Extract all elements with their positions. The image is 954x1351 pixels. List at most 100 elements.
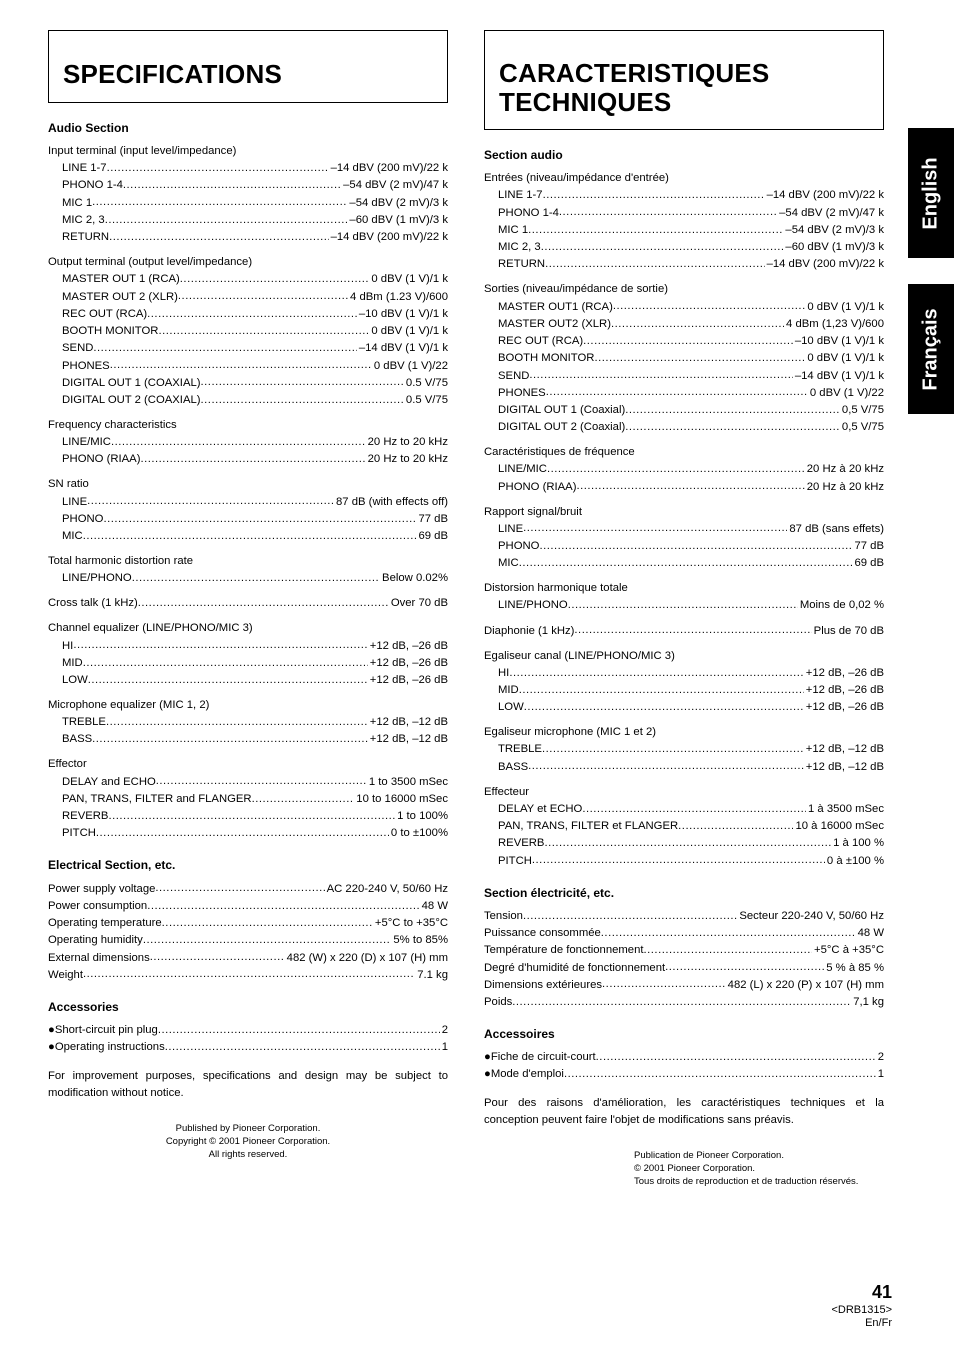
group-eff-right: Effecteur [484,784,884,801]
label: Operating humidity [48,932,143,949]
column-english: SPECIFICATIONS Audio Section Input termi… [48,30,448,1189]
label: MIC [498,555,519,572]
label: MASTER OUT2 (XLR) [498,316,611,333]
leader-dots [512,994,851,1005]
label: Puissance consommée [484,925,601,942]
spec-row: PHONES0 dBV (1 V)/22 [484,384,884,401]
language-tabs: English Français [908,128,954,440]
value: –60 dBV (1 mV)/3 k [783,239,884,256]
leader-dots [594,350,805,361]
value: 10 à 16000 mSec [793,818,884,835]
page-title-left: SPECIFICATIONS [63,59,433,90]
value: –54 dBV (2 mV)/47 k [341,177,448,194]
label: BOOTH MONITOR [62,323,158,340]
row-crosstalk-right: Diaphonie (1 kHz) Plus de 70 dB [484,622,884,639]
leader-dots [147,898,419,909]
value: 0.5 V/75 [404,375,448,392]
spec-row: DIGITAL OUT 2 (Coaxial)0,5 V/75 [484,419,884,436]
rows-freq-right: LINE/MIC20 Hz à 20 kHzPHONO (RIAA)20 Hz … [484,461,884,495]
value: –14 dBV (200 mV)/22 k [765,256,884,273]
label: PHONO 1-4 [62,177,123,194]
value: 87 dB (with effects off) [334,494,448,511]
label: BASS [62,731,92,748]
label: LINE 1-7 [62,160,107,177]
label: PHONES [62,358,110,375]
spec-row: TREBLE+12 dB, –12 dB [484,741,884,758]
leader-dots [547,461,805,472]
leader-dots [103,511,416,522]
value: 0 dBV (1 V)/1 k [805,350,884,367]
value: 0 dBV (1 V)/1 k [805,299,884,316]
value: 5 % à 85 % [824,960,884,977]
spec-row: LINE 1-7–14 dBV (200 mV)/22 k [484,187,884,204]
leader-dots [523,908,737,919]
spec-row: Power consumption48 W [48,898,448,915]
leader-dots [109,229,328,240]
spec-row: TREBLE+12 dB, –12 dB [48,714,448,731]
spec-row: RETURN–14 dBV (200 mV)/22 k [48,229,448,246]
value: –14 dBV (1 V)/1 k [793,368,884,385]
rows-output-left: MASTER OUT 1 (RCA)0 dBV (1 V)/1 kMASTER … [48,271,448,409]
page-title-right: CARACTERISTIQUES TECHNIQUES [499,59,869,117]
leader-dots [158,1022,440,1033]
leader-dots [611,316,784,327]
leader-dots [523,520,787,531]
spec-row: HI+12 dB, –26 dB [484,665,884,682]
value: 20 Hz à 20 kHz [805,461,884,478]
label: MIC [62,528,83,545]
spec-row: PHONO 1-4–54 dBV (2 mV)/47 k [484,204,884,221]
title-box-left: SPECIFICATIONS [48,30,448,103]
label: PAN, TRANS, FILTER and FLANGER [62,791,252,808]
spec-row: LOW+12 dB, –26 dB [48,672,448,689]
rows-miceq-left: TREBLE+12 dB, –12 dBBASS +12 dB, –12 dB [48,714,448,748]
rows-thd-right: LINE/PHONOMoins de 0,02 % [484,597,884,614]
label: MASTER OUT 2 (XLR) [62,289,178,306]
pub-line: All rights reserved. [148,1149,348,1162]
label: LINE/PHONO [62,570,132,587]
label: DIGITAL OUT 2 (COAXIAL) [62,392,201,409]
label: MIC 1 [498,222,528,239]
leader-dots [108,808,395,819]
value: –60 dBV (1 mV)/3 k [347,212,448,229]
leader-dots [583,333,793,344]
leader-dots [545,256,764,267]
value: –14 dBV (200 mV)/22 k [765,187,884,204]
value: 5% to 85% [391,932,448,949]
leader-dots [140,451,365,462]
leader-dots [178,288,348,299]
leader-dots [543,187,765,198]
rows-sn-right: LINE87 dB (sans effets)PHONO77 dBMIC69 d… [484,520,884,572]
spec-row: Poids7,1 kg [484,994,884,1011]
rows-eff-right: DELAY et ECHO1 à 3500 mSecPAN, TRANS, FI… [484,801,884,870]
leader-dots [143,932,392,943]
value: +12 dB, –26 dB [804,665,884,682]
leader-dots [528,222,783,233]
pub-line: Tous droits de reproduction et de traduc… [634,1176,884,1189]
pub-line: Publication de Pioneer Corporation. [634,1150,884,1163]
tab-english: English [908,128,954,258]
label: MIC 2, 3 [62,212,105,229]
leader-dots [165,1039,440,1050]
spec-row: Température de fonctionnement+5°C à +35°… [484,942,884,959]
label: Mode d'emploi [491,1066,564,1083]
value: +12 dB, –12 dB [368,731,448,748]
spec-row: Degré d'humidité de fonctionnement5 % à … [484,959,884,976]
value: –14 dBV (1 V)/1 k [357,340,448,357]
value: –10 dBV (1 V)/1 k [793,333,884,350]
value: 482 (L) x 220 (P) x 107 (H) mm [726,977,884,994]
spec-row: MASTER OUT 2 (XLR)4 dBm (1.23 V)/600 [48,288,448,305]
spec-row: DIGITAL OUT 1 (COAXIAL)0.5 V/75 [48,374,448,391]
leader-dots [602,976,726,987]
label: REVERB [498,835,544,852]
spec-row: ● Mode d'emploi1 [484,1066,884,1083]
leader-dots [532,852,825,863]
value: 7.1 kg [415,967,448,984]
tab-label: English [920,157,943,229]
label: Dimensions extérieures [484,977,602,994]
label: REC OUT (RCA) [498,333,583,350]
value: AC 220-240 V, 50/60 Hz [325,881,448,898]
spec-row: PITCH0 à ±100 % [484,852,884,869]
leader-dots [576,478,804,489]
leader-dots [96,825,389,836]
label: SEND [62,340,93,357]
